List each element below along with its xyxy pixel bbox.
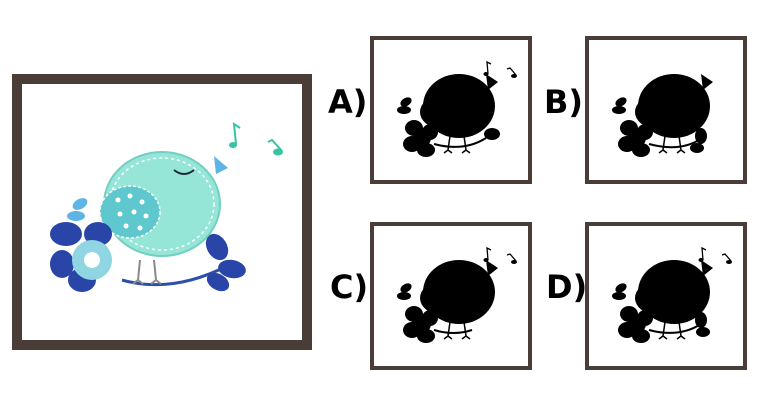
bird-legs xyxy=(132,259,162,285)
bird-wing xyxy=(99,185,161,239)
option-b-label: B) xyxy=(544,83,584,121)
bird-silhouette-icon xyxy=(612,74,713,157)
flower-icon xyxy=(50,222,112,292)
bird-silhouette-icon xyxy=(397,61,518,157)
option-d-card[interactable] xyxy=(585,222,747,370)
bird-illustration xyxy=(50,121,283,292)
bird-beak xyxy=(214,156,228,174)
branch xyxy=(121,264,228,287)
bird-eye xyxy=(173,169,195,175)
bird-tail xyxy=(67,198,88,221)
option-b-card[interactable] xyxy=(585,36,747,184)
bird-silhouette-icon xyxy=(612,247,733,343)
option-d-label: D) xyxy=(546,268,588,306)
option-c-label: C) xyxy=(330,268,369,306)
reference-picture-frame xyxy=(12,74,312,350)
leaves-right xyxy=(205,233,246,292)
option-a-card[interactable] xyxy=(370,36,532,184)
music-note-icon xyxy=(229,121,283,156)
option-a-label: A) xyxy=(328,83,368,121)
option-c-card[interactable] xyxy=(370,222,532,370)
bird-silhouette-icon xyxy=(397,247,518,343)
